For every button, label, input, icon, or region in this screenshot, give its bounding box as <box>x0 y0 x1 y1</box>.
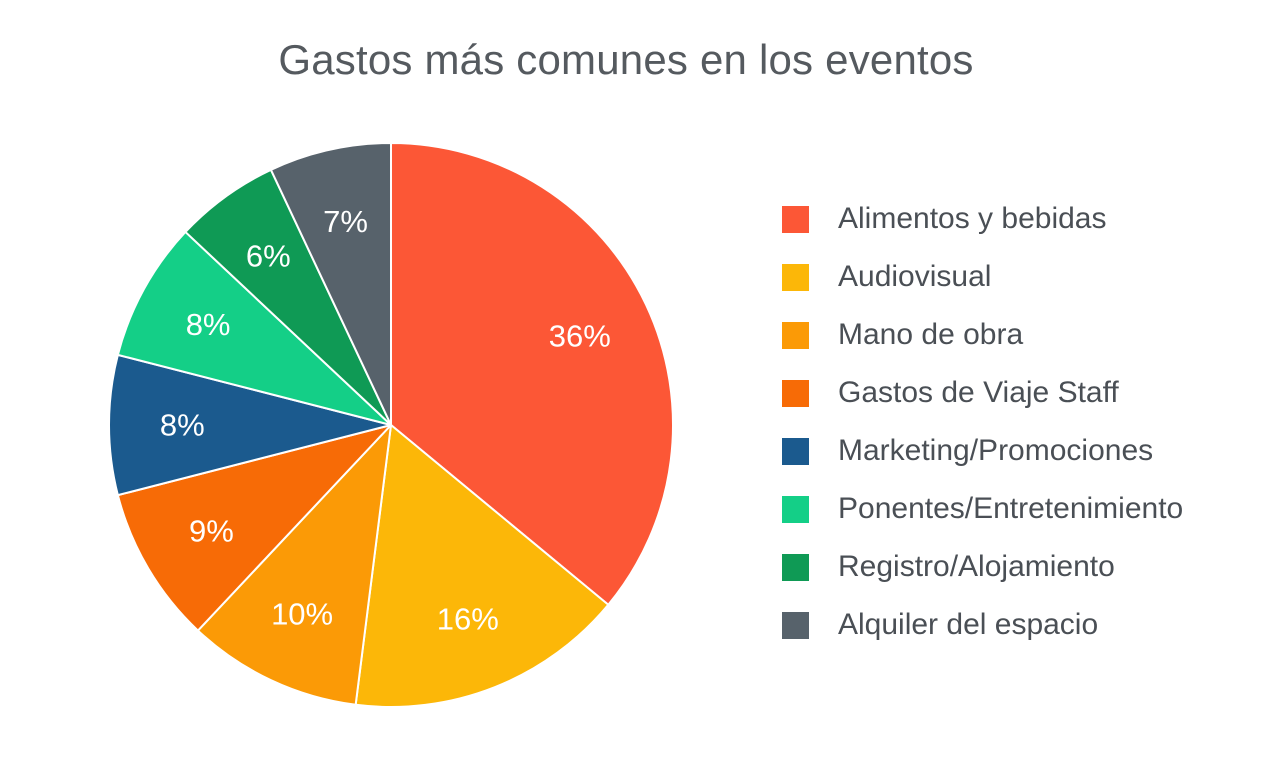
pie-slice <box>354 424 610 708</box>
legend: Alimentos y bebidas Audiovisual Mano de ob… <box>782 190 1183 654</box>
pie-slice <box>116 424 392 632</box>
legend-swatch <box>782 380 809 407</box>
slice-label: 16% <box>437 602 499 637</box>
legend-item: Mano de obra <box>782 306 1183 364</box>
legend-swatch <box>782 264 809 291</box>
pie-slice <box>390 142 674 606</box>
pie-slice <box>196 424 392 706</box>
legend-swatch <box>782 554 809 581</box>
legend-item: Audiovisual <box>782 248 1183 306</box>
slice-label: 9% <box>189 514 234 549</box>
legend-label: Marketing/Promociones <box>838 434 1154 467</box>
legend-label: Alquiler del espacio <box>838 608 1099 641</box>
legend-item: Registro/Alojamiento <box>782 538 1183 596</box>
legend-label: Audiovisual <box>838 260 992 293</box>
legend-label: Ponentes/Entretenimiento <box>838 492 1184 525</box>
legend-item: Gastos de Viaje Staff <box>782 364 1183 422</box>
legend-item: Alquiler del espacio <box>782 596 1183 654</box>
pie-slice <box>116 230 392 426</box>
pie-slice <box>269 142 392 426</box>
legend-item: Marketing/Promociones <box>782 422 1183 480</box>
pie-slices <box>108 142 674 708</box>
legend-swatch <box>782 206 809 233</box>
legend-swatch <box>782 496 809 523</box>
chart-title: Gastos más comunes en los eventos <box>278 36 974 83</box>
legend-label: Alimentos y bebidas <box>838 202 1107 235</box>
slice-label: 7% <box>323 204 368 239</box>
slice-label: 8% <box>160 408 205 443</box>
pie-chart: 36% 16% 10% 9% 8% 8% 6% 7% <box>108 142 674 708</box>
legend-label: Registro/Alojamiento <box>838 550 1115 583</box>
legend-swatch <box>782 438 809 465</box>
slice-label: 36% <box>549 319 611 354</box>
slice-label: 6% <box>246 239 291 274</box>
legend-item: Ponentes/Entretenimiento <box>782 480 1183 538</box>
pie-slice <box>108 353 392 497</box>
slice-label: 10% <box>271 596 333 631</box>
legend-label: Gastos de Viaje Staff <box>838 376 1119 409</box>
slice-label: 8% <box>186 307 231 342</box>
legend-item: Alimentos y bebidas <box>782 190 1183 248</box>
pie-labels: 36% 16% 10% 9% 8% 8% 6% 7% <box>160 204 611 637</box>
legend-swatch <box>782 322 809 349</box>
legend-label: Mano de obra <box>838 318 1024 351</box>
legend-swatch <box>782 612 809 639</box>
